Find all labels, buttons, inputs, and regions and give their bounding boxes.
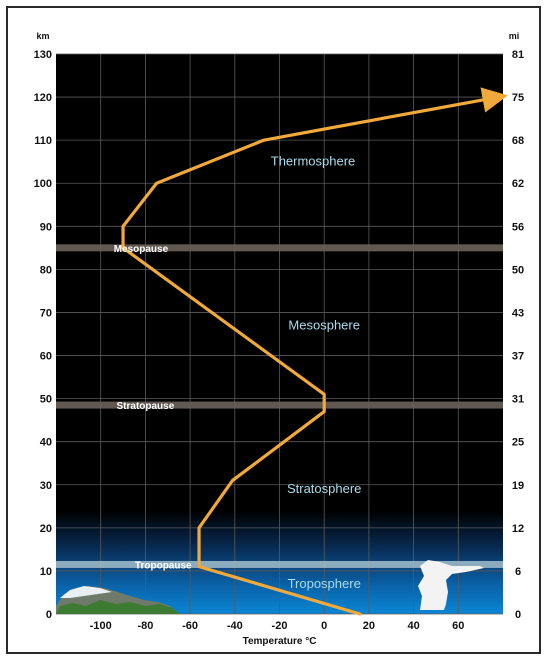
x-tick-label: -60 <box>182 620 198 632</box>
y2-tick-label: 62 <box>512 178 524 190</box>
layer-label: Stratosphere <box>287 481 361 496</box>
layer-label: Thermosphere <box>271 154 356 169</box>
layer-label: Troposphere <box>288 576 361 591</box>
y-tick-label: 130 <box>34 49 52 61</box>
x-tick-label: 0 <box>321 620 327 632</box>
x-tick-label: 40 <box>407 620 419 632</box>
y-tick-label: 60 <box>40 351 52 363</box>
y-tick-label: 20 <box>40 523 52 535</box>
y2-tick-label: 31 <box>512 394 524 406</box>
y-axis-unit: km <box>36 31 49 41</box>
y-tick-label: 40 <box>40 437 52 449</box>
x-axis-title: Temperature °C <box>243 636 317 647</box>
temperature-line <box>121 87 508 616</box>
grid-lines <box>56 53 503 615</box>
x-tick-label: -80 <box>137 620 153 632</box>
snowcap-icon <box>60 586 112 598</box>
x-tick-label: -20 <box>272 620 288 632</box>
y2-tick-label: 75 <box>512 92 524 104</box>
y2-tick-label: 68 <box>512 135 524 147</box>
y-tick-label: 10 <box>40 566 52 578</box>
x-tick-label: 20 <box>363 620 375 632</box>
boundary-band <box>56 560 503 568</box>
y-tick-label: 30 <box>40 480 52 492</box>
y2-tick-label: 25 <box>512 437 524 449</box>
y-tick-label: 0 <box>46 609 52 621</box>
boundary-band <box>56 401 503 409</box>
x-tick-label: -100 <box>90 620 112 632</box>
boundary-label: Mesopause <box>114 244 169 255</box>
y2-axis-unit: mi <box>509 31 520 41</box>
y2-tick-label: 19 <box>512 480 524 492</box>
x-tick-label: -40 <box>227 620 243 632</box>
y-tick-label: 100 <box>34 178 52 190</box>
y2-tick-label: 81 <box>512 49 524 61</box>
y2-tick-label: 6 <box>515 566 521 578</box>
boundary-label: Stratopause <box>117 401 175 412</box>
chart-labels: Thermosphere Mesosphere Stratosphere Tropos… <box>114 154 362 591</box>
layer-label: Mesosphere <box>288 317 360 332</box>
y2-tick-label: 0 <box>515 609 521 621</box>
y-tick-label: 80 <box>40 264 52 276</box>
y-tick-label: 110 <box>34 135 52 147</box>
y2-tick-label: 12 <box>512 523 524 535</box>
x-tick-label: 60 <box>452 620 464 632</box>
boundary-label: Tropopause <box>135 560 192 571</box>
storm-cloud-icon <box>418 560 484 610</box>
y2-tick-label: 56 <box>512 221 524 233</box>
y-tick-label: 70 <box>40 307 52 319</box>
axes: 0 10 20 30 40 50 60 70 80 90 100 110 120 130 0 6 12 19 25 3… <box>34 31 524 647</box>
ground-scenery <box>56 560 484 614</box>
boundary-band <box>56 244 503 252</box>
y2-tick-label: 50 <box>512 264 524 276</box>
y-tick-label: 120 <box>34 92 52 104</box>
y-tick-label: 90 <box>40 221 52 233</box>
y2-tick-label: 43 <box>512 307 524 319</box>
boundary-bands <box>56 244 503 568</box>
y-tick-label: 50 <box>40 394 52 406</box>
temperature-profile <box>121 87 508 616</box>
y2-tick-label: 37 <box>512 351 524 363</box>
forest-icon <box>56 600 180 614</box>
